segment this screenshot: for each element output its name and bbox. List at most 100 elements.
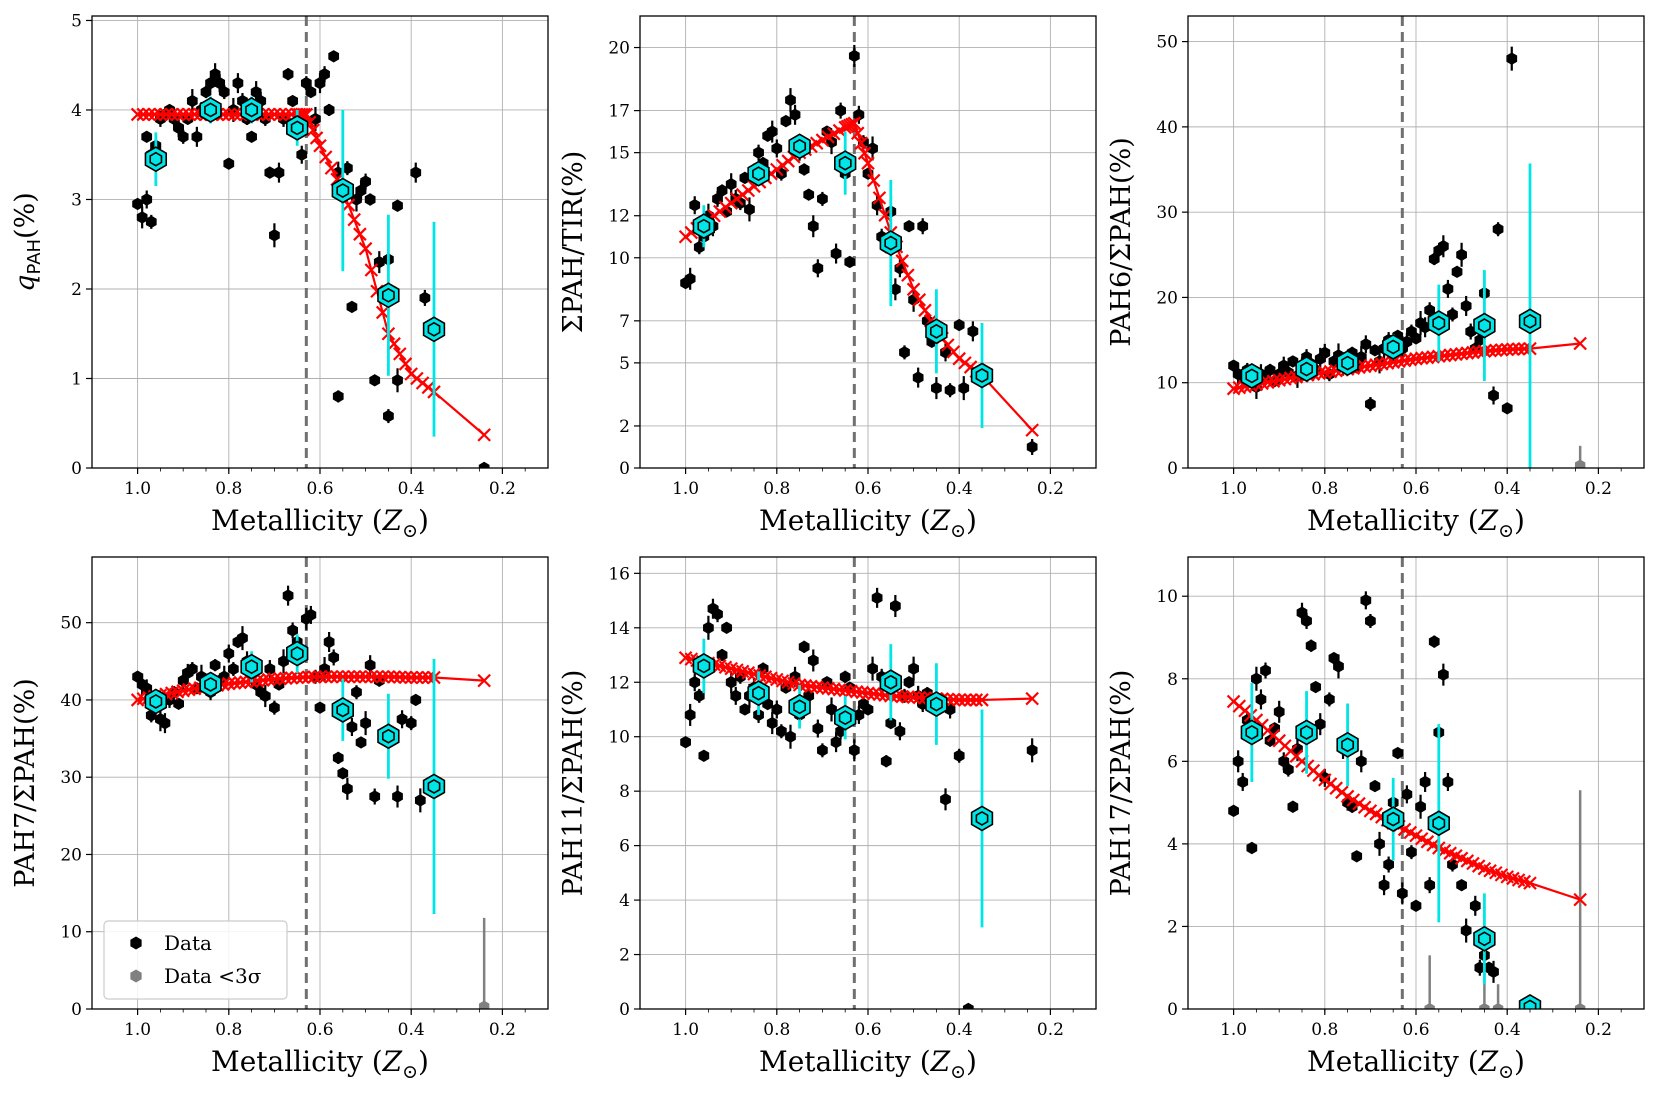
- binned-point-inner: [149, 694, 163, 709]
- panel-3: 1.0 0.8 0.6 0.4 0.2 0 10 20 30 40 50 Metallicity (Z…: [1106, 15, 1645, 542]
- binned-point-inner: [752, 166, 765, 182]
- x-tick-label: 1.0: [672, 1020, 699, 1040]
- data-point: [1360, 594, 1372, 607]
- data-point: [1310, 680, 1322, 694]
- data-point: [310, 112, 321, 126]
- data-point: [1488, 389, 1499, 402]
- x-tick-label: 0.6: [306, 479, 333, 499]
- ticks: 1.0 0.8 0.6 0.4 0.2 0 2 4 6 8 10 12 14 16: [608, 564, 1074, 1040]
- binned-point-inner: [1477, 931, 1491, 947]
- binned-point: [1382, 333, 1405, 360]
- data-point: [300, 76, 312, 90]
- model-marker: [1523, 876, 1537, 890]
- x-tick-label: 0.8: [763, 1020, 790, 1040]
- binned-point: [1427, 310, 1450, 336]
- binned-point-inner: [1300, 725, 1313, 740]
- data-point: [319, 67, 330, 81]
- model-marker: [847, 116, 862, 130]
- binned-point-inner: [697, 658, 711, 674]
- x-axis-label: Metallicity (Z⊙): [1307, 1045, 1525, 1083]
- data-point: [962, 1002, 974, 1009]
- model-marker: [878, 208, 892, 222]
- model-marker: [313, 669, 327, 684]
- y-tick-label: 20: [608, 39, 630, 59]
- model-marker: [176, 107, 190, 122]
- data-point: [1260, 664, 1271, 677]
- data-point: [839, 670, 851, 684]
- model-marker: [279, 671, 293, 686]
- model-marker: [273, 107, 287, 122]
- data-point: [273, 166, 285, 179]
- binned-point: [1336, 731, 1359, 758]
- y-axis-label: PAH7/ΣPAH(%): [10, 678, 41, 888]
- binned-point-inner: [427, 779, 441, 794]
- model-marker: [410, 670, 424, 685]
- x-tick-label: 1.0: [1220, 1020, 1247, 1040]
- x-tick-label: 0.4: [946, 479, 973, 499]
- data-point: [1246, 841, 1258, 855]
- x-axis-label: Metallicity (Z⊙): [1307, 504, 1525, 542]
- data-point: [1026, 440, 1038, 454]
- data-point: [323, 103, 335, 117]
- data-point: [903, 220, 915, 233]
- data-point: [392, 199, 403, 212]
- data-point: [223, 157, 235, 170]
- binned-point-inner: [1245, 368, 1259, 384]
- binned-point-inner: [1341, 737, 1355, 753]
- data-point: [716, 184, 728, 197]
- binned-point-inner: [1523, 999, 1537, 1009]
- data-point: [1419, 775, 1431, 789]
- binned-point: [1518, 308, 1542, 335]
- y-tick-label: 2: [619, 417, 630, 437]
- y-tick-label: 30: [60, 768, 82, 788]
- x-tick-label: 0.8: [763, 479, 790, 499]
- binned-point: [1427, 810, 1450, 837]
- model-marker: [906, 282, 921, 297]
- data-point: [287, 624, 299, 637]
- data-point: [1278, 755, 1290, 768]
- data-point: [789, 108, 801, 122]
- model-marker: [1025, 691, 1039, 706]
- binned-point: [1473, 925, 1496, 952]
- data-point: [269, 701, 280, 714]
- data-point: [323, 635, 335, 649]
- x-tick-label: 0.4: [946, 1020, 973, 1040]
- x-axis-label: Metallicity (Z⊙): [759, 504, 977, 542]
- data-point: [721, 621, 733, 634]
- data-point: [173, 121, 185, 135]
- data-point: [853, 108, 865, 122]
- data-point: [1232, 755, 1244, 768]
- data-point: [780, 114, 792, 128]
- y-axis-label: ΣPAH/TIR(%): [558, 151, 589, 334]
- model-marker: [222, 676, 236, 691]
- data-point: [1305, 639, 1317, 652]
- model-marker: [872, 191, 887, 205]
- data-point: [1273, 705, 1285, 718]
- binned-point-inner: [245, 659, 259, 675]
- data-point: [269, 229, 280, 242]
- model-marker: [279, 107, 293, 122]
- data-point: [1456, 248, 1467, 261]
- model-marker: [901, 268, 915, 282]
- data-point: [967, 325, 979, 338]
- model-marker: [854, 136, 868, 150]
- binned-point: [1240, 719, 1264, 746]
- model-marker: [233, 675, 247, 690]
- grid: [1188, 557, 1644, 1010]
- y-tick-label: 0: [71, 459, 82, 479]
- model-marker: [256, 673, 270, 688]
- x-axis-label: Metallicity (Z⊙): [211, 1045, 429, 1083]
- x-tick-label: 0.8: [215, 479, 242, 499]
- model-marker: [393, 347, 407, 361]
- data-point: [364, 193, 376, 206]
- data-point: [680, 735, 691, 749]
- data-point: [1424, 304, 1436, 317]
- upper-limit-point: [478, 1000, 490, 1009]
- binned-point-inner: [1386, 811, 1400, 827]
- binned-point: [377, 723, 400, 750]
- data-point: [337, 767, 349, 780]
- model-marker: [1426, 350, 1440, 364]
- data-point: [693, 241, 705, 254]
- legend-upper-label: Data <3σ: [164, 964, 262, 988]
- upper-limit-point: [1574, 459, 1586, 468]
